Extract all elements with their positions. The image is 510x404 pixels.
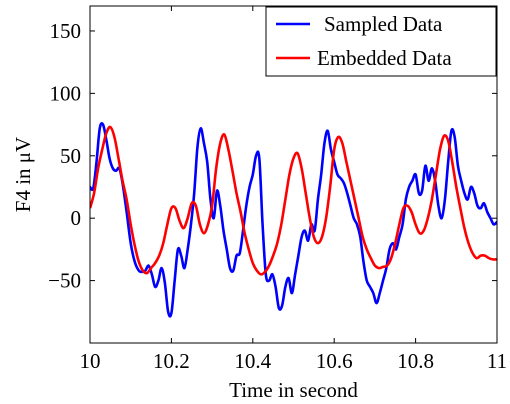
x-tick-label: 10.8 [397,349,434,373]
x-tick-label: 10.4 [234,349,271,373]
y-tick-label: 0 [71,206,82,230]
series-line-sampled-data [90,121,497,318]
x-tick-label: 10.6 [316,349,353,373]
x-tick-label: 10 [80,349,101,373]
y-tick-label: 150 [50,19,82,43]
y-tick-label: −50 [48,269,81,293]
ticks-layer: 10 10.2 10.4 10.6 10.8 11 −50 0 50 100 150 [48,6,507,373]
y-axis-label: F4 in μV [11,137,35,212]
y-tick-label: 100 [50,81,82,105]
x-axis-label: Time in second [229,378,358,402]
y-tick-label: 50 [60,144,81,168]
series-line-embedded-data [90,125,497,276]
plot-frame [89,5,498,344]
legend-box [265,6,497,77]
series-layer [90,121,497,318]
x-tick-label: 11 [487,349,507,373]
x-tick-label: 10.2 [153,349,190,373]
legend-label: Embedded Data [317,46,452,70]
legend: Sampled Data Embedded Data [265,6,497,77]
legend-label: Sampled Data [324,12,443,36]
